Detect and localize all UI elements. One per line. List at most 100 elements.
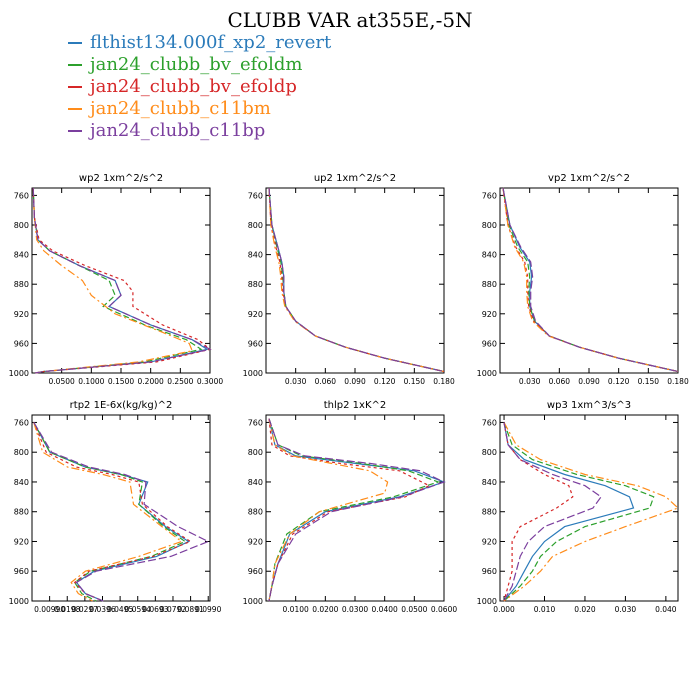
y-tick-label: 800 — [482, 448, 497, 457]
x-tick-label: 0.120 — [608, 377, 630, 386]
x-tick-label: 0.030 — [285, 377, 307, 386]
x-tick-label: 0.040 — [655, 605, 677, 614]
y-tick-label: 800 — [14, 221, 29, 230]
y-tick-label: 920 — [14, 310, 29, 319]
y-tick-label: 880 — [14, 508, 29, 517]
legend-label: jan24_clubb_c11bm — [90, 98, 271, 119]
series-line — [502, 187, 679, 373]
x-tick-label: 0.030 — [615, 605, 637, 614]
x-tick-label: 0.1000 — [78, 377, 104, 386]
series-line — [32, 187, 194, 374]
y-tick-label: 960 — [248, 339, 263, 348]
series-line — [268, 187, 445, 373]
y-tick-label: 760 — [482, 191, 497, 200]
y-tick-label: 800 — [248, 448, 263, 457]
chart-panel: wp3 1xm^3/s^3 760 800 840 880 920 960 10000.000… — [477, 400, 680, 614]
series-line — [503, 422, 574, 602]
series-line — [32, 187, 209, 374]
x-tick-label: 0.120 — [374, 377, 396, 386]
legend-label: jan24_clubb_bv_efoldp — [90, 76, 297, 97]
panel-title: thlp2 1xK^2 — [324, 400, 387, 411]
y-tick-label: 840 — [14, 251, 29, 260]
chart-panel: wp2 1xm^2/s^2 760 800 840 880 920 960 1000 0.050… — [9, 173, 224, 386]
series-line — [268, 418, 446, 602]
series-line — [33, 422, 187, 602]
series-line — [268, 418, 431, 602]
legend-swatch — [68, 64, 82, 66]
series-line — [33, 422, 183, 602]
x-tick-label: 0.2500 — [167, 377, 193, 386]
series-line — [503, 422, 602, 602]
y-tick-label: 760 — [248, 191, 263, 200]
x-tick-label: 0.030 — [519, 377, 541, 386]
panel-frame — [31, 187, 211, 374]
x-tick-label: 0.0500 — [401, 605, 427, 614]
chart-panel: vp2 1xm^2/s^2 760 800 840 880 920 960 1000 0.030… — [477, 173, 689, 386]
panel-title: rtp2 1E-6x(kg/kg)^2 — [70, 400, 173, 411]
legend: flthist134.000f_xp2_revert jan24_clubb_bv… — [68, 32, 331, 142]
y-tick-label: 920 — [14, 537, 29, 546]
panel-title: wp2 1xm^2/s^2 — [79, 173, 163, 184]
y-tick-label: 1000 — [243, 369, 263, 378]
panel-frame — [31, 414, 211, 602]
chart-panel: up2 1xm^2/s^2 760 800 840 880 920 960 1000 0.030… — [243, 173, 455, 386]
x-tick-label: 0.0600 — [431, 605, 457, 614]
series-line — [33, 422, 190, 602]
y-tick-label: 880 — [248, 508, 263, 517]
legend-label: flthist134.000f_xp2_revert — [90, 32, 332, 53]
y-tick-label: 760 — [248, 418, 263, 427]
series-line — [268, 187, 445, 373]
y-tick-label: 840 — [248, 251, 263, 260]
y-tick-label: 960 — [14, 567, 29, 576]
figure-title: CLUBB VAR at355E,-5N — [227, 8, 473, 32]
series-line — [268, 187, 445, 373]
legend-swatch — [68, 86, 82, 88]
series-line — [502, 187, 679, 373]
x-tick-label: 0.090 — [344, 377, 366, 386]
y-tick-label: 800 — [14, 448, 29, 457]
legend-label: jan24_clubb_c11bp — [90, 120, 266, 141]
y-tick-label: 920 — [248, 537, 263, 546]
x-tick-label: 0.0200 — [312, 605, 338, 614]
x-tick-label: 0.0495 — [107, 605, 133, 614]
x-tick-label: 0.000 — [493, 605, 515, 614]
series-line — [268, 187, 445, 373]
y-tick-label: 800 — [482, 221, 497, 230]
series-line — [502, 187, 679, 373]
y-tick-label: 760 — [14, 418, 29, 427]
series-line — [268, 187, 445, 373]
x-tick-label: 0.0792 — [160, 605, 186, 614]
y-tick-label: 760 — [14, 191, 29, 200]
y-tick-label: 960 — [248, 567, 263, 576]
y-tick-label: 920 — [482, 310, 497, 319]
series-line — [33, 422, 210, 602]
x-tick-label: 0.020 — [574, 605, 596, 614]
legend-item: jan24_clubb_bv_efoldp — [68, 76, 331, 98]
series-line — [502, 187, 679, 373]
x-tick-label: 0.090 — [578, 377, 600, 386]
series-line — [502, 187, 679, 373]
legend-swatch — [68, 108, 82, 110]
legend-label: jan24_clubb_bv_efoldm — [90, 54, 303, 75]
y-tick-label: 1000 — [477, 597, 497, 606]
y-tick-label: 1000 — [477, 369, 497, 378]
y-tick-label: 880 — [14, 280, 29, 289]
series-line — [503, 422, 680, 602]
x-tick-label: 0.0400 — [372, 605, 398, 614]
x-tick-label: 0.3000 — [197, 377, 223, 386]
y-tick-label: 840 — [482, 251, 497, 260]
series-line — [32, 187, 212, 374]
panel-title: vp2 1xm^2/s^2 — [548, 173, 630, 184]
x-tick-label: 0.0891 — [177, 605, 203, 614]
series-line — [33, 422, 192, 602]
x-tick-label: 0.150 — [638, 377, 660, 386]
x-tick-label: 0.0297 — [72, 605, 98, 614]
series-line — [268, 418, 446, 602]
legend-item: flthist134.000f_xp2_revert — [68, 32, 331, 54]
legend-item: jan24_clubb_c11bp — [68, 120, 331, 142]
y-tick-label: 1000 — [9, 597, 29, 606]
y-tick-label: 840 — [14, 478, 29, 487]
y-tick-label: 880 — [482, 280, 497, 289]
